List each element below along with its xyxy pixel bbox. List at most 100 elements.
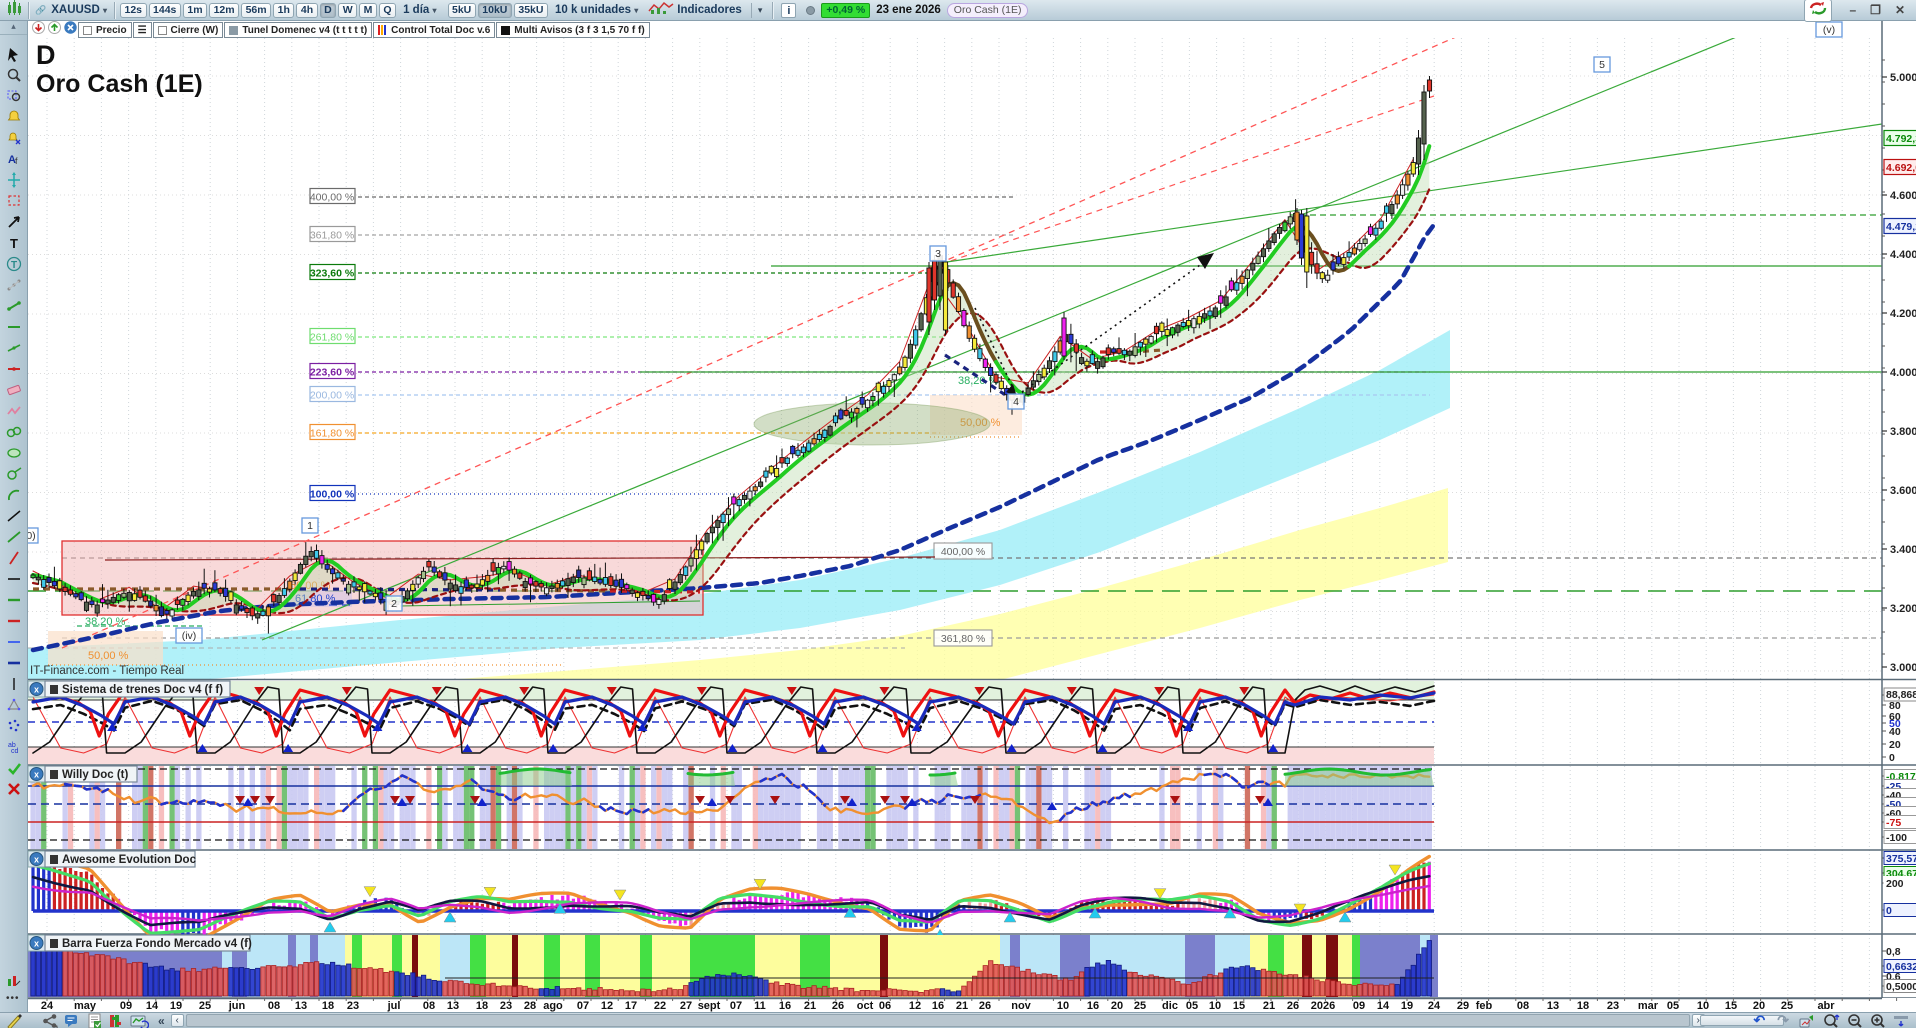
svg-text:4.200: 4.200 <box>1890 308 1916 320</box>
svg-text:200: 200 <box>1886 878 1904 890</box>
svg-text:3.800: 3.800 <box>1890 426 1916 438</box>
svg-text:ago: ago <box>543 1000 563 1012</box>
svg-text:12: 12 <box>601 1000 613 1012</box>
svg-text:12: 12 <box>909 1000 921 1012</box>
svg-text:20: 20 <box>1889 739 1901 751</box>
svg-text:T: T <box>11 260 17 271</box>
svg-text:-100: -100 <box>1886 832 1907 844</box>
svg-text:x: x <box>34 939 39 949</box>
svg-text:05: 05 <box>1667 1000 1679 1012</box>
svg-text:25: 25 <box>199 1000 211 1012</box>
svg-text:14: 14 <box>1377 1000 1390 1012</box>
svg-text:16: 16 <box>779 1000 791 1012</box>
svg-text:5.000: 5.000 <box>1890 72 1916 84</box>
svg-text:400,00 %: 400,00 % <box>310 192 354 204</box>
svg-text:60: 60 <box>1889 711 1901 723</box>
svg-text:16: 16 <box>1087 1000 1099 1012</box>
svg-text:D: D <box>36 40 56 70</box>
svg-text:05: 05 <box>1186 1000 1198 1012</box>
svg-text:06: 06 <box>879 1000 891 1012</box>
svg-text:15: 15 <box>1725 1000 1737 1012</box>
svg-text:Awesome Evolution Doc: Awesome Evolution Doc <box>62 854 197 866</box>
svg-text:26: 26 <box>979 1000 991 1012</box>
svg-text:25: 25 <box>1134 1000 1146 1012</box>
svg-text:161,80 %: 161,80 % <box>310 428 354 440</box>
svg-text:sept: sept <box>698 1000 721 1012</box>
svg-text:80: 80 <box>1889 700 1901 712</box>
svg-text:T: T <box>10 236 18 251</box>
svg-text:(v): (v) <box>1823 24 1835 36</box>
svg-text:oct: oct <box>857 1000 874 1012</box>
svg-text:A: A <box>8 154 16 166</box>
svg-text:23: 23 <box>347 1000 359 1012</box>
svg-text:10: 10 <box>1697 1000 1709 1012</box>
svg-text:IT-Finance.com - Tiempo Real: IT-Finance.com - Tiempo Real <box>30 665 184 677</box>
svg-text:26: 26 <box>1287 1000 1299 1012</box>
svg-text:22: 22 <box>654 1000 666 1012</box>
svg-text:14: 14 <box>146 1000 159 1012</box>
svg-text:13: 13 <box>1547 1000 1559 1012</box>
svg-text:24: 24 <box>1428 1000 1441 1012</box>
svg-text:f: f <box>15 156 18 166</box>
svg-text:21: 21 <box>956 1000 968 1012</box>
svg-text:261,80 %: 261,80 % <box>310 332 354 344</box>
svg-text:5: 5 <box>1599 59 1605 71</box>
svg-text:23: 23 <box>500 1000 512 1012</box>
svg-text:0: 0 <box>1886 905 1892 917</box>
svg-text:jun: jun <box>228 1000 246 1012</box>
svg-text:abr: abr <box>1817 1000 1835 1012</box>
svg-text:Barra Fuerza Fondo Mercado v4: Barra Fuerza Fondo Mercado v4 (f) <box>62 938 252 950</box>
svg-text:375,57: 375,57 <box>1886 853 1916 865</box>
svg-text:0,5000: 0,5000 <box>1886 981 1916 993</box>
svg-text:20: 20 <box>1753 1000 1765 1012</box>
svg-text:Sistema de trenes Doc v4 (f f): Sistema de trenes Doc v4 (f f) <box>62 684 223 696</box>
svg-text:08: 08 <box>268 1000 280 1012</box>
svg-text:0: 0 <box>1889 752 1895 764</box>
svg-text:0,8: 0,8 <box>1886 946 1901 958</box>
svg-text:feb: feb <box>1476 1000 1493 1012</box>
svg-text:20: 20 <box>1111 1000 1123 1012</box>
svg-text:100,00 %: 100,00 % <box>310 489 355 501</box>
svg-text:07: 07 <box>730 1000 742 1012</box>
svg-text:29: 29 <box>1457 1000 1469 1012</box>
svg-text:Oro Cash (1E): Oro Cash (1E) <box>36 70 203 98</box>
svg-text:3.000: 3.000 <box>1890 662 1916 674</box>
svg-text:(iv): (iv) <box>182 630 197 642</box>
svg-text:4.792,3: 4.792,3 <box>1886 133 1916 145</box>
svg-text:cd: cd <box>11 748 19 755</box>
svg-text:88,868: 88,868 <box>1886 689 1916 701</box>
svg-text:24: 24 <box>41 1000 54 1012</box>
svg-text:28: 28 <box>524 1000 536 1012</box>
svg-text:08: 08 <box>423 1000 435 1012</box>
svg-text:21: 21 <box>804 1000 816 1012</box>
svg-text:09: 09 <box>120 1000 132 1012</box>
svg-text:-75: -75 <box>1886 817 1901 829</box>
svg-text:3.200: 3.200 <box>1890 603 1916 615</box>
svg-text:50,00 %: 50,00 % <box>960 417 1001 429</box>
svg-text:x: x <box>34 770 39 780</box>
svg-text:15: 15 <box>1233 1000 1245 1012</box>
svg-text:0): 0) <box>26 530 35 542</box>
svg-text:13: 13 <box>295 1000 307 1012</box>
svg-text:19: 19 <box>1401 1000 1413 1012</box>
svg-text:ab: ab <box>8 742 16 749</box>
svg-text:may: may <box>74 1000 97 1012</box>
svg-text:26: 26 <box>832 1000 844 1012</box>
svg-text:1: 1 <box>307 520 313 532</box>
svg-text:11: 11 <box>754 1000 766 1012</box>
svg-text:10: 10 <box>1209 1000 1221 1012</box>
svg-text:361,80 %: 361,80 % <box>310 230 354 242</box>
svg-text:18: 18 <box>322 1000 334 1012</box>
svg-text:0,6632: 0,6632 <box>1886 961 1916 973</box>
svg-text:21: 21 <box>1263 1000 1275 1012</box>
svg-text:400,00 %: 400,00 % <box>941 546 985 558</box>
svg-text:16: 16 <box>932 1000 944 1012</box>
svg-text:18: 18 <box>1577 1000 1589 1012</box>
svg-text:08: 08 <box>1517 1000 1529 1012</box>
svg-text:2: 2 <box>391 598 397 610</box>
svg-text:4: 4 <box>1013 396 1019 408</box>
svg-text:2026: 2026 <box>1311 1000 1335 1012</box>
svg-text:23: 23 <box>1607 1000 1619 1012</box>
svg-text:38,20 %: 38,20 % <box>85 616 126 628</box>
svg-text:50,00 %: 50,00 % <box>88 650 129 662</box>
